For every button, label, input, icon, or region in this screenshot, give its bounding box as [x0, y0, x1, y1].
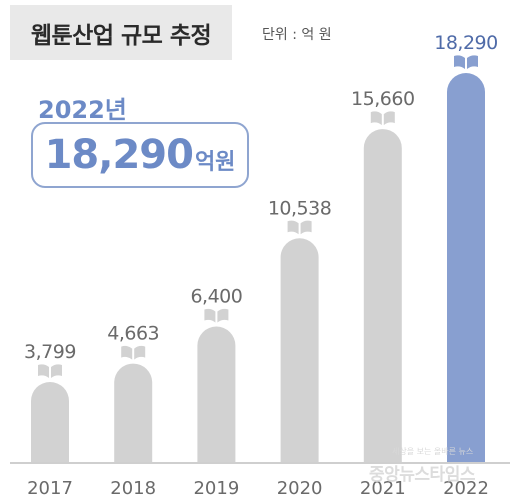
value-label: 4,663 — [107, 323, 159, 345]
highlight-box: 18,290 억원 — [31, 122, 249, 188]
open-book-icon — [121, 345, 146, 360]
x-tick-label: 2019 — [193, 478, 239, 496]
x-tick-label: 2021 — [360, 478, 406, 496]
bar-2017 — [31, 381, 69, 463]
value-label: 10,538 — [268, 197, 331, 219]
bar-2021 — [363, 129, 402, 463]
bar-2022 — [447, 73, 485, 463]
value-label: 3,799 — [24, 341, 76, 363]
x-tick-label: 2017 — [27, 478, 73, 496]
unit-label: 단위 : 억 원 — [262, 27, 332, 43]
bar-2019 — [197, 326, 236, 463]
x-tick-label: 2020 — [277, 478, 323, 496]
open-book-icon — [370, 111, 395, 126]
x-tick-label: 2018 — [110, 478, 156, 496]
labels-layer: 3,799 2017 4,663 2018 6,400 2019 10,538 2020 15,… — [24, 32, 498, 496]
open-book-icon — [454, 55, 478, 69]
highlight-year: 2022년 — [38, 96, 127, 124]
bars-layer — [31, 55, 485, 463]
value-label: 6,400 — [190, 286, 242, 308]
x-tick-label: 2022 — [443, 478, 489, 496]
page-title: 웹툰산업 규모 추정 — [30, 22, 212, 49]
title-box: 웹툰산업 규모 추정 — [10, 5, 232, 60]
value-label: 15,660 — [351, 88, 414, 110]
open-book-icon — [287, 220, 312, 235]
highlight-value: 18,290 — [44, 132, 194, 178]
open-book-icon — [204, 308, 229, 323]
bar-2018 — [114, 363, 153, 463]
watermark-tagline: 세상을 보는 올바른 뉴스 — [392, 447, 474, 456]
bar-2020 — [280, 238, 319, 463]
highlight-unit: 억원 — [194, 150, 236, 175]
watermark-logo: 중앙뉴스타임스 — [369, 465, 475, 485]
open-book-icon — [38, 364, 62, 378]
value-label: 18,290 — [434, 32, 497, 54]
